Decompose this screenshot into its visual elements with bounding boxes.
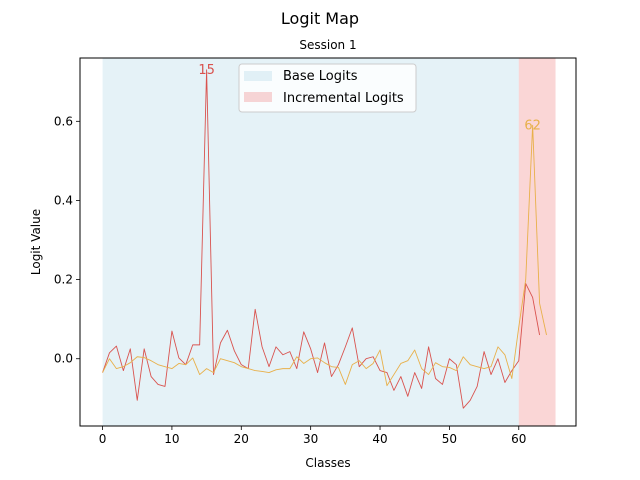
x-axis-ticks: 0 10 20 30 40 50 60	[99, 426, 526, 446]
legend-swatch-incremental	[244, 92, 272, 102]
x-tick-label: 0	[99, 432, 107, 446]
shaded-regions	[102, 58, 556, 426]
chart-title: Logit Map	[281, 9, 359, 28]
y-tick-label: 0.6	[54, 114, 73, 128]
legend-label-base: Base Logits	[283, 69, 358, 84]
x-tick-label: 50	[442, 432, 457, 446]
y-tick-label: 0.0	[54, 352, 73, 366]
x-tick-label: 20	[234, 432, 249, 446]
series-lines	[102, 69, 547, 409]
legend-swatch-base	[244, 71, 272, 81]
legend-label-incremental: Incremental Logits	[283, 91, 404, 106]
y-axis-ticks: 0.0 0.2 0.4 0.6	[54, 114, 80, 366]
x-tick-label: 30	[303, 432, 318, 446]
x-tick-label: 60	[511, 432, 526, 446]
y-axis-label: Logit Value	[29, 209, 43, 275]
plot-frame	[79, 57, 577, 427]
peak-label-0: 15	[198, 63, 215, 78]
legend-frame	[238, 63, 417, 113]
x-tick-label: 10	[164, 432, 179, 446]
chart-subtitle: Session 1	[299, 38, 356, 52]
legend: Base Logits Incremental Logits	[238, 63, 417, 113]
y-tick-label: 0.2	[54, 273, 73, 287]
x-tick-label: 40	[372, 432, 387, 446]
series-line-0	[102, 69, 541, 409]
peak-label-1: 62	[524, 118, 541, 133]
x-axis-label: Classes	[305, 456, 350, 470]
series-line-1	[102, 124, 547, 387]
region-0	[102, 58, 519, 426]
y-tick-label: 0.4	[54, 193, 73, 207]
